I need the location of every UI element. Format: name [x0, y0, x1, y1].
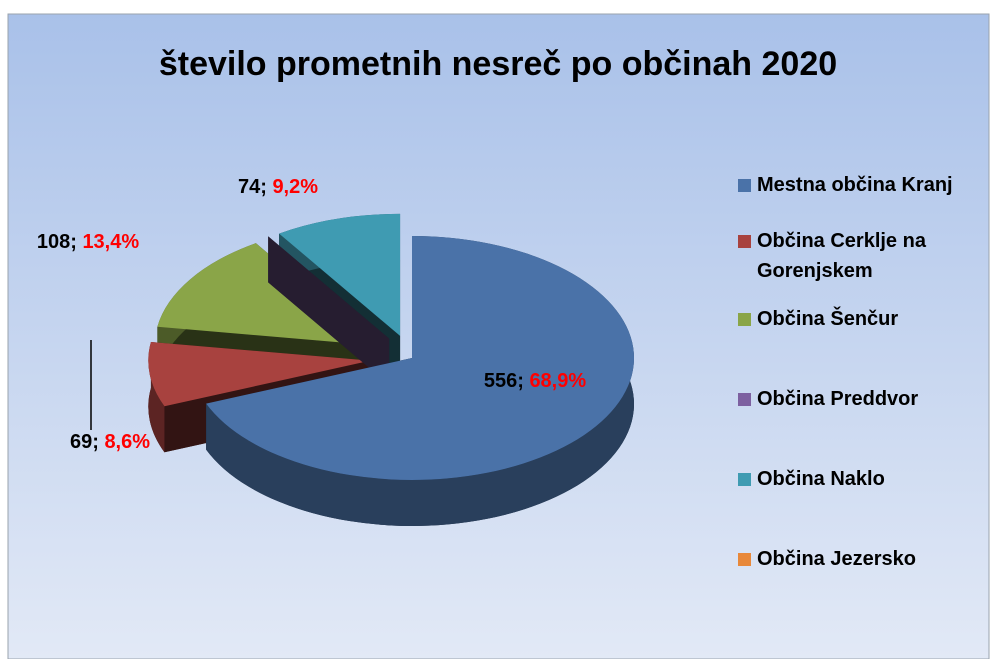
legend-label: Občina Naklo	[757, 468, 885, 490]
data-label-separator: ;	[517, 370, 529, 392]
legend-label: Občina Šenčur	[757, 308, 899, 330]
data-label-separator: ;	[92, 431, 104, 453]
legend-item: Občina Jezersko	[734, 544, 916, 574]
slice	[268, 236, 390, 385]
legend-label: Mestna občina Kranj	[757, 174, 953, 196]
legend-label: Občina Cerklje na Gorenjskem	[757, 230, 926, 282]
legend-swatch	[738, 179, 751, 192]
legend-item: Občina Naklo	[734, 464, 885, 494]
legend-swatch	[738, 235, 751, 248]
data-label: 108; 13,4%	[37, 231, 140, 253]
legend-swatch	[738, 313, 751, 326]
legend-item: Občina Šenčur	[734, 304, 898, 334]
data-label-value: 69	[70, 431, 92, 453]
data-label-percent: 68,9%	[529, 370, 586, 392]
legend-swatch	[738, 473, 751, 486]
data-label-separator: ;	[70, 231, 82, 253]
data-label-value: 74	[238, 176, 261, 198]
legend-item: Občina Preddvor	[734, 384, 918, 414]
data-label-percent: 13,4%	[82, 231, 139, 253]
legend-swatch	[738, 553, 751, 566]
legend-label: Občina Preddvor	[757, 388, 919, 410]
pie	[148, 213, 634, 526]
legend-label: Občina Jezersko	[757, 548, 916, 570]
chart-title: število prometnih nesreč po občinah 2020	[159, 45, 837, 83]
slice-wall	[268, 236, 390, 385]
data-label-value: 556	[484, 370, 517, 392]
legend-swatch	[738, 393, 751, 406]
legend-item: Občina Cerklje na Gorenjskem	[734, 226, 974, 286]
data-label-percent: 8,6%	[104, 431, 150, 453]
data-label-separator: ;	[260, 176, 272, 198]
slice-top	[268, 236, 390, 339]
data-label: 556; 68,9%	[484, 370, 587, 392]
slice-side	[148, 341, 165, 453]
slice	[206, 236, 634, 526]
data-label-value: 108	[37, 231, 70, 253]
data-label: 69; 8,6%	[70, 431, 150, 453]
data-label-percent: 9,2%	[272, 176, 318, 198]
slice-top	[148, 341, 371, 407]
data-label: 74; 9,2%	[238, 176, 318, 198]
slice-top	[279, 213, 401, 336]
slice-top	[206, 236, 634, 480]
legend-item: Mestna občina Kranj	[734, 170, 953, 200]
